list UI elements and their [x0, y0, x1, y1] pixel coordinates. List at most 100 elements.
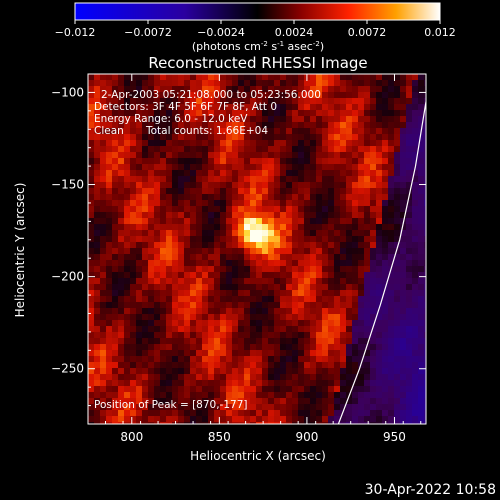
heatmap-cell [202, 92, 208, 98]
heatmap-cell [160, 326, 166, 332]
heatmap-cell [214, 122, 220, 128]
heatmap-cell [418, 296, 424, 302]
heatmap-cell [172, 410, 178, 416]
heatmap-cell [298, 200, 304, 206]
heatmap-cell [154, 422, 160, 424]
heatmap-cell [310, 164, 316, 170]
heatmap-cell [268, 272, 274, 278]
heatmap-cell [88, 344, 94, 350]
heatmap-cell [322, 416, 328, 422]
heatmap-cell [388, 380, 394, 386]
heatmap-cell [304, 152, 310, 158]
heatmap-cell [406, 200, 412, 206]
heatmap-cell [202, 248, 208, 254]
heatmap-cell [268, 236, 274, 242]
heatmap-cell [334, 200, 340, 206]
heatmap-cell [148, 320, 154, 326]
heatmap-cell [160, 164, 166, 170]
heatmap-cell [256, 188, 262, 194]
heatmap-cell [136, 92, 142, 98]
heatmap-cell [352, 278, 358, 284]
heatmap-cell [316, 92, 322, 98]
heatmap-cell [112, 284, 118, 290]
heatmap-cell [184, 296, 190, 302]
heatmap-cell [154, 380, 160, 386]
heatmap-cell [100, 308, 106, 314]
heatmap-cell [382, 254, 388, 260]
heatmap-cell [310, 80, 316, 86]
heatmap-cell [94, 80, 100, 86]
heatmap-cell [400, 308, 406, 314]
heatmap-cell [214, 164, 220, 170]
heatmap-cell [208, 176, 214, 182]
heatmap-cell [316, 206, 322, 212]
heatmap-cell [136, 206, 142, 212]
heatmap-cell [172, 74, 178, 80]
heatmap-cell [190, 374, 196, 380]
heatmap-cell [178, 362, 184, 368]
heatmap-cell [298, 278, 304, 284]
heatmap-cell [94, 380, 100, 386]
heatmap-cell [418, 344, 424, 350]
heatmap-cell [130, 266, 136, 272]
heatmap-cell [220, 362, 226, 368]
heatmap-cell [310, 212, 316, 218]
heatmap-cell [292, 200, 298, 206]
heatmap-cell [118, 98, 124, 104]
heatmap-cell [130, 140, 136, 146]
heatmap-cell [262, 242, 268, 248]
heatmap-cell [184, 326, 190, 332]
heatmap-cell [406, 404, 412, 410]
heatmap-cell [280, 230, 286, 236]
heatmap-cell [232, 380, 238, 386]
heatmap-cell [406, 266, 412, 272]
heatmap-cell [274, 152, 280, 158]
x-tick-label: 950 [383, 430, 406, 444]
heatmap-cell [202, 272, 208, 278]
heatmap-cell [340, 314, 346, 320]
heatmap-cell [190, 170, 196, 176]
heatmap-cell [142, 116, 148, 122]
heatmap-cell [268, 140, 274, 146]
heatmap-cell [334, 92, 340, 98]
heatmap-cell [148, 380, 154, 386]
heatmap-cell [106, 332, 112, 338]
heatmap-cell [238, 314, 244, 320]
heatmap-cell [226, 170, 232, 176]
heatmap-cell [136, 140, 142, 146]
heatmap-cell [256, 200, 262, 206]
heatmap-cell [94, 242, 100, 248]
heatmap-cell [226, 272, 232, 278]
heatmap-cell [148, 242, 154, 248]
heatmap-cell [148, 398, 154, 404]
heatmap-cell [142, 230, 148, 236]
heatmap-cell [136, 146, 142, 152]
heatmap-cell [376, 182, 382, 188]
heatmap-cell [232, 386, 238, 392]
heatmap-cell [160, 404, 166, 410]
heatmap-cell [232, 128, 238, 134]
heatmap-cell [244, 368, 250, 374]
heatmap-cell [124, 98, 130, 104]
heatmap-cell [142, 194, 148, 200]
heatmap-cell [358, 308, 364, 314]
heatmap-cell [268, 386, 274, 392]
heatmap-cell [406, 386, 412, 392]
heatmap-cell [274, 98, 280, 104]
heatmap-cell [286, 386, 292, 392]
heatmap-cell [154, 320, 160, 326]
heatmap-cell [178, 242, 184, 248]
heatmap-cell [148, 350, 154, 356]
heatmap-cell [232, 350, 238, 356]
heatmap-cell [376, 290, 382, 296]
heatmap-cell [358, 122, 364, 128]
heatmap-cell [172, 194, 178, 200]
heatmap-cell [160, 260, 166, 266]
heatmap-cell [418, 236, 424, 242]
heatmap-cell [262, 200, 268, 206]
heatmap-cell [100, 278, 106, 284]
heatmap-cell [304, 338, 310, 344]
heatmap-cell [202, 260, 208, 266]
heatmap-cell [118, 236, 124, 242]
heatmap-cell [136, 332, 142, 338]
